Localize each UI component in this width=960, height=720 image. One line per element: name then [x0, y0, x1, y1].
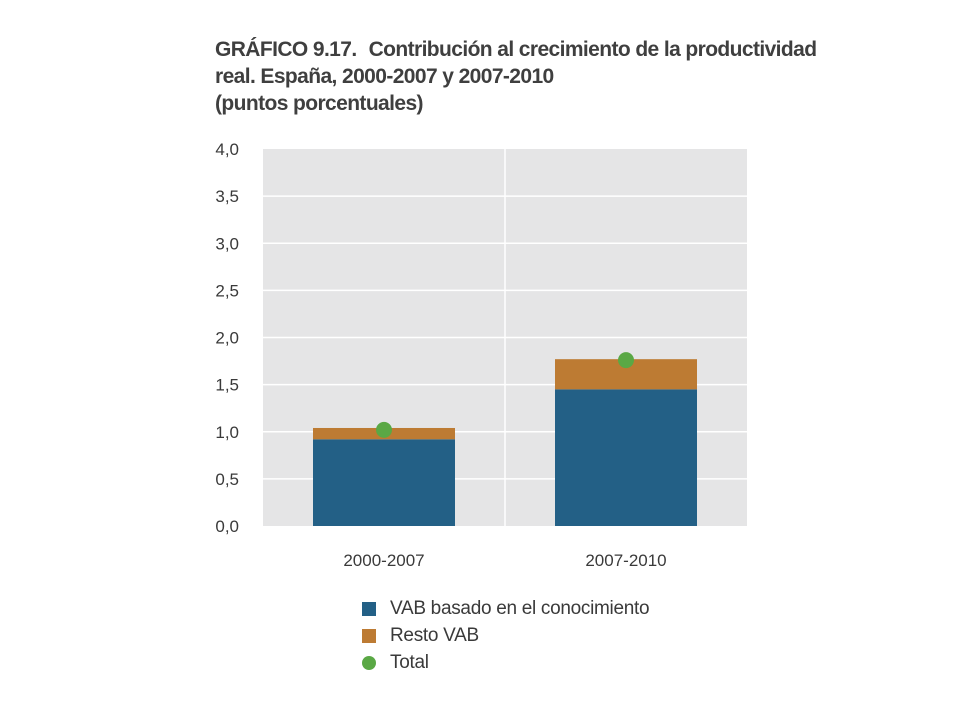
chart-number: GRÁFICO 9.17. — [215, 38, 357, 61]
bar-knowledge — [313, 439, 455, 526]
chart-legend: VAB basado en el conocimiento Resto VAB … — [362, 595, 650, 676]
y-tick-label: 2,0 — [215, 329, 239, 348]
x-tick-label: 2000-2007 — [343, 551, 424, 570]
chart-title-line2: real. España, 2000-2007 y 2007-2010 — [215, 65, 554, 88]
legend-label-total: Total — [390, 651, 429, 673]
legend-swatch-rest — [362, 628, 376, 643]
chart-svg: 0,0 0,5 1,0 1,5 2,0 2,5 3,0 3,5 4,0 2000-2007 2007… — [215, 140, 747, 570]
legend-label-rest: Resto VAB — [390, 624, 479, 646]
legend-item-total: Total — [362, 649, 649, 676]
x-tick-label: 2007-2010 — [585, 551, 666, 570]
y-tick-label: 3,0 — [215, 234, 239, 253]
y-tick-label: 3,5 — [215, 187, 239, 206]
y-tick-label: 1,0 — [215, 423, 239, 442]
y-tick-label: 1,5 — [215, 376, 239, 395]
legend-label-knowledge: VAB basado en el conocimiento — [390, 597, 650, 619]
y-tick-label: 2,5 — [215, 281, 239, 300]
y-tick-label: 0,0 — [215, 517, 239, 536]
bar-knowledge — [555, 389, 697, 526]
chart-title: GRÁFICO 9.17. Contribución al crecimiento… — [215, 36, 817, 117]
legend-item-rest: Resto VAB — [362, 622, 649, 649]
y-tick-label: 0,5 — [215, 470, 239, 489]
legend-item-knowledge: VAB basado en el conocimiento — [362, 595, 650, 622]
total-point — [376, 421, 392, 438]
chart-title-line1: Contribución al crecimiento de la produc… — [368, 38, 817, 61]
chart-units: (puntos porcentuales) — [215, 92, 424, 115]
legend-swatch-knowledge — [362, 601, 376, 616]
total-point — [618, 352, 634, 369]
legend-swatch-total — [362, 655, 376, 670]
y-tick-label: 4,0 — [215, 140, 239, 159]
